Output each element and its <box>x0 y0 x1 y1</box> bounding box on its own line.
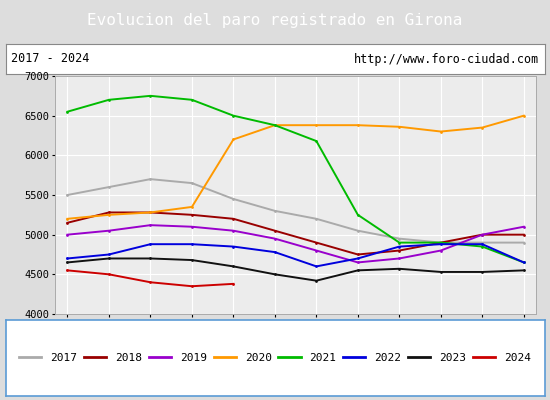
Text: Evolucion del paro registrado en Girona: Evolucion del paro registrado en Girona <box>87 14 463 28</box>
Text: 2017 - 2024: 2017 - 2024 <box>11 52 89 66</box>
Legend: 2017, 2018, 2019, 2020, 2021, 2022, 2023, 2024: 2017, 2018, 2019, 2020, 2021, 2022, 2023… <box>15 348 535 368</box>
Text: http://www.foro-ciudad.com: http://www.foro-ciudad.com <box>354 52 539 66</box>
